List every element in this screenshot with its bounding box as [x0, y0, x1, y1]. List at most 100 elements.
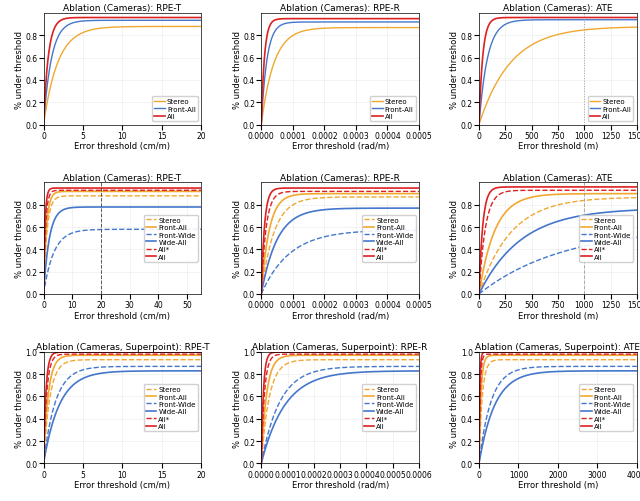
- Wide-All: [601, 368, 609, 374]
- Front-All: [109, 353, 117, 359]
- Front-Wide: [584, 364, 591, 370]
- All*: [198, 188, 205, 194]
- Line: Stereo: Stereo: [261, 197, 419, 295]
- Line: Stereo: Stereo: [44, 196, 202, 295]
- Front-All: [492, 33, 499, 39]
- Front-All: [633, 353, 640, 359]
- Wide-All: [633, 368, 640, 374]
- Stereo: [492, 253, 499, 259]
- Front-Wide: [166, 364, 173, 370]
- Front-All: [601, 353, 609, 359]
- All: [633, 184, 640, 190]
- Wide-All: [633, 208, 640, 214]
- All*: [163, 188, 170, 194]
- All: [475, 122, 483, 128]
- All*: [166, 351, 173, 357]
- Front-All: [492, 227, 499, 233]
- All: [128, 349, 136, 355]
- Front-All: [366, 20, 374, 26]
- Front-All: [147, 189, 155, 195]
- Stereo: [148, 357, 156, 363]
- All*: [327, 351, 335, 357]
- Front-Wide: [475, 460, 483, 466]
- Wide-All: [148, 368, 156, 374]
- All: [166, 186, 173, 192]
- All: [633, 349, 640, 355]
- All: [492, 186, 499, 192]
- Front-All: [545, 18, 552, 24]
- Stereo: [321, 357, 329, 363]
- All: [257, 460, 265, 466]
- Front-Wide: [601, 364, 609, 370]
- Front-Wide: [415, 227, 423, 233]
- All: [163, 349, 170, 355]
- Front-Wide: [380, 228, 388, 234]
- All*: [257, 460, 265, 466]
- Stereo: [545, 205, 552, 211]
- All*: [163, 351, 170, 357]
- All: [109, 186, 117, 192]
- Line: All: All: [479, 352, 637, 463]
- Stereo: [198, 357, 205, 363]
- Front-All: [383, 20, 391, 26]
- All: [327, 349, 335, 355]
- Title: Ablation (Cameras): RPE-R: Ablation (Cameras): RPE-R: [280, 173, 400, 182]
- Line: Wide-All: Wide-All: [44, 207, 202, 295]
- Front-All: [163, 189, 170, 195]
- All: [601, 16, 609, 22]
- Wide-All: [415, 368, 423, 374]
- Y-axis label: % under threshold: % under threshold: [451, 369, 460, 447]
- All*: [198, 351, 205, 357]
- Y-axis label: % under threshold: % under threshold: [15, 369, 24, 447]
- Front-All: [104, 189, 111, 195]
- X-axis label: Error threshold (m): Error threshold (m): [518, 142, 598, 151]
- Front-Wide: [109, 227, 117, 233]
- Front-All: [257, 292, 265, 298]
- All: [584, 184, 591, 190]
- All*: [109, 188, 117, 194]
- All*: [492, 196, 499, 202]
- Stereo: [198, 25, 205, 31]
- All: [613, 184, 621, 190]
- Stereo: [163, 25, 170, 31]
- Title: Ablation (Cameras): RPE-T: Ablation (Cameras): RPE-T: [63, 5, 182, 13]
- Front-All: [40, 292, 47, 298]
- Stereo: [327, 26, 335, 32]
- Front-All: [56, 32, 63, 38]
- Front-Wide: [198, 364, 205, 370]
- Wide-All: [163, 204, 170, 210]
- Line: All*: All*: [44, 354, 202, 463]
- Front-All: [366, 353, 374, 359]
- Front-All: [475, 292, 483, 298]
- All*: [539, 188, 547, 194]
- Line: All*: All*: [479, 191, 637, 295]
- All: [166, 349, 173, 355]
- Stereo: [601, 357, 609, 363]
- All: [584, 349, 591, 355]
- Front-All: [257, 460, 265, 466]
- Stereo: [584, 198, 591, 204]
- Line: Front-All: Front-All: [479, 194, 637, 295]
- Wide-All: [539, 370, 547, 376]
- Stereo: [56, 56, 63, 62]
- All: [104, 186, 111, 192]
- Stereo: [633, 25, 640, 31]
- Wide-All: [545, 222, 552, 228]
- Line: Stereo: Stereo: [44, 28, 202, 125]
- Wide-All: [56, 401, 63, 407]
- Line: All: All: [479, 187, 637, 295]
- Stereo: [166, 357, 173, 363]
- Line: All: All: [261, 352, 419, 463]
- All*: [539, 351, 547, 357]
- Stereo: [273, 53, 281, 59]
- Front-All: [415, 20, 423, 26]
- Line: Front-Wide: Front-Wide: [261, 367, 419, 463]
- All*: [545, 351, 552, 357]
- Stereo: [104, 193, 111, 199]
- All*: [601, 351, 609, 357]
- Front-Wide: [598, 240, 606, 246]
- Front-All: [273, 204, 281, 210]
- Front-All: [327, 353, 335, 359]
- Front-All: [539, 18, 547, 24]
- All: [376, 186, 383, 192]
